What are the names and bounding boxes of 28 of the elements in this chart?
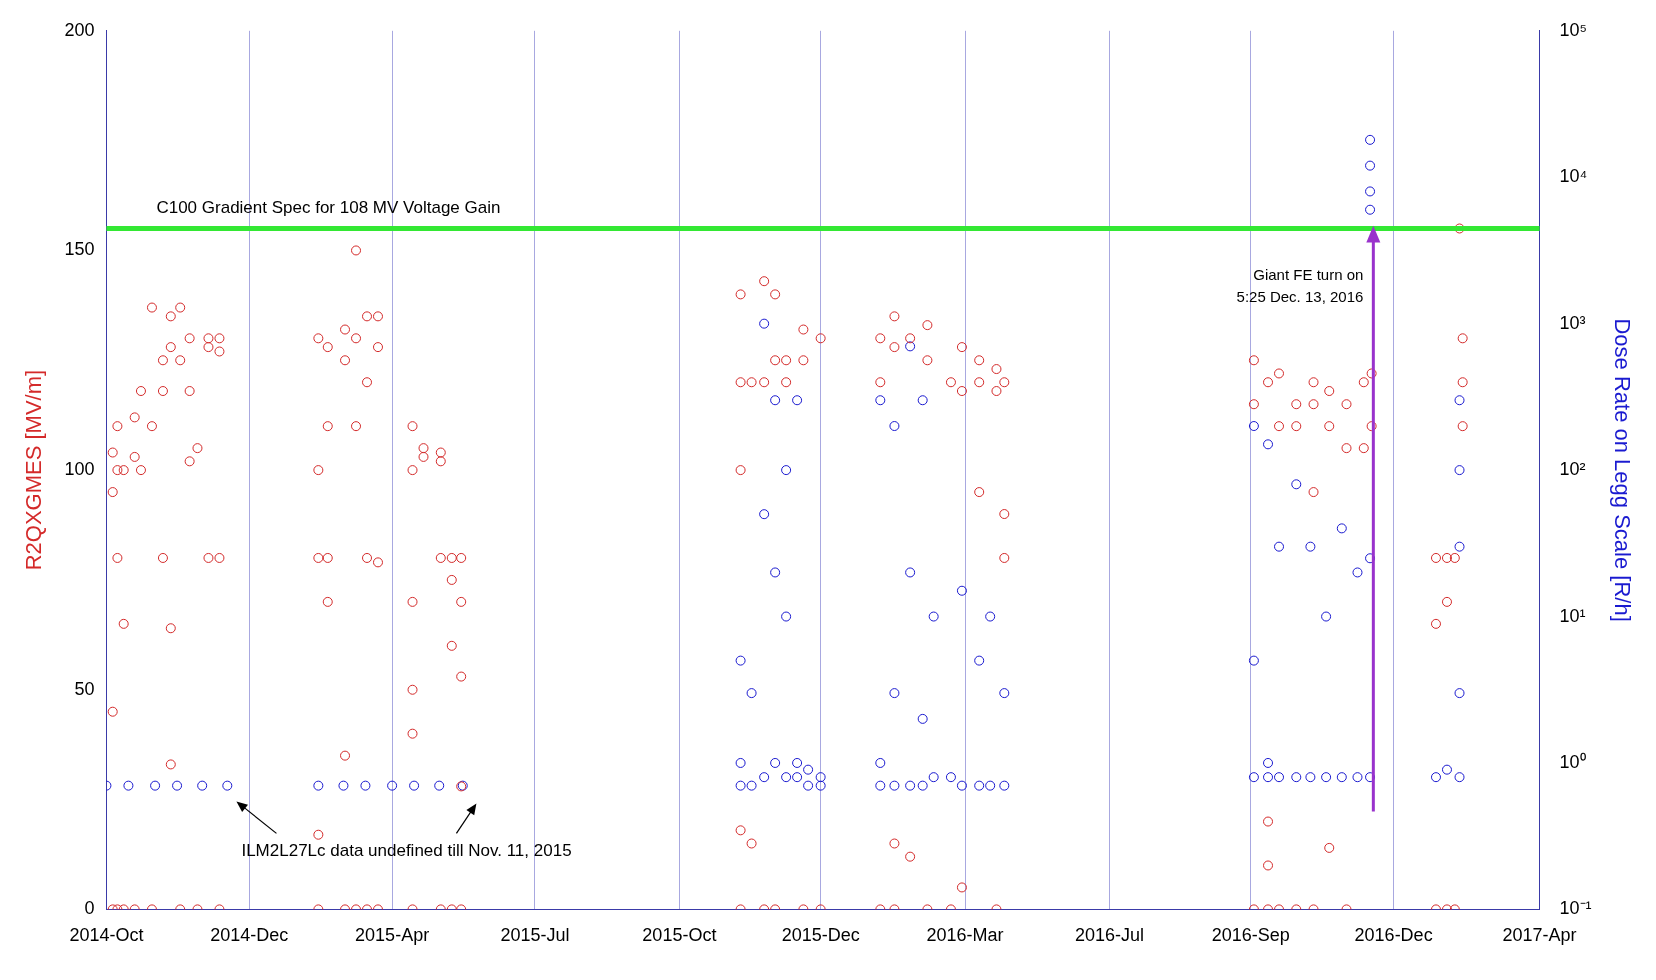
x-tick-label: 2015-Oct xyxy=(642,925,717,946)
ref-line-label: C100 Gradient Spec for 108 MV Voltage Gain xyxy=(156,197,501,217)
y-tick-label: 150 xyxy=(64,239,95,260)
y-tick-label: 0 xyxy=(84,898,95,919)
annotation: ILM2L27Lc data undefined till Nov. 11, 2015 xyxy=(241,841,572,861)
y2-tick-label: 10⁰ xyxy=(1559,751,1586,772)
x-tick-label: 2015-Dec xyxy=(781,925,860,946)
y2-tick-label: 10⁻¹ xyxy=(1559,898,1592,919)
x-tick-label: 2015-Jul xyxy=(500,925,570,946)
x-tick-label: 2016-Mar xyxy=(926,925,1004,946)
y2-tick-label: 10³ xyxy=(1559,312,1586,333)
y2-tick-label: 10² xyxy=(1559,459,1586,480)
x-tick-label: 2016-Sep xyxy=(1211,925,1290,946)
x-tick-label: 2016-Dec xyxy=(1354,925,1433,946)
x-tick-label: 2014-Oct xyxy=(69,925,144,946)
y-tick-label: 100 xyxy=(64,459,95,480)
y2-tick-label: 10⁵ xyxy=(1559,19,1588,40)
y-tick-label: 200 xyxy=(64,19,95,40)
y2-tick-label: 10⁴ xyxy=(1559,166,1588,187)
x-tick-label: 2015-Apr xyxy=(355,925,430,946)
annotation: Giant FE turn on 5:25 Dec. 13, 2016 xyxy=(1236,265,1364,305)
x-tick-label: 2016-Jul xyxy=(1074,925,1145,946)
y-axis-title: R2QXGMES [MV/m] xyxy=(21,369,47,571)
y-tick-label: 50 xyxy=(74,678,95,699)
y2-axis-title: Dose Rate on Legg Scale [R/h] xyxy=(1609,318,1635,622)
x-tick-label: 2014-Dec xyxy=(210,925,289,946)
x-tick-label: 2017-Apr xyxy=(1502,925,1577,946)
y2-tick-label: 10¹ xyxy=(1559,605,1586,626)
